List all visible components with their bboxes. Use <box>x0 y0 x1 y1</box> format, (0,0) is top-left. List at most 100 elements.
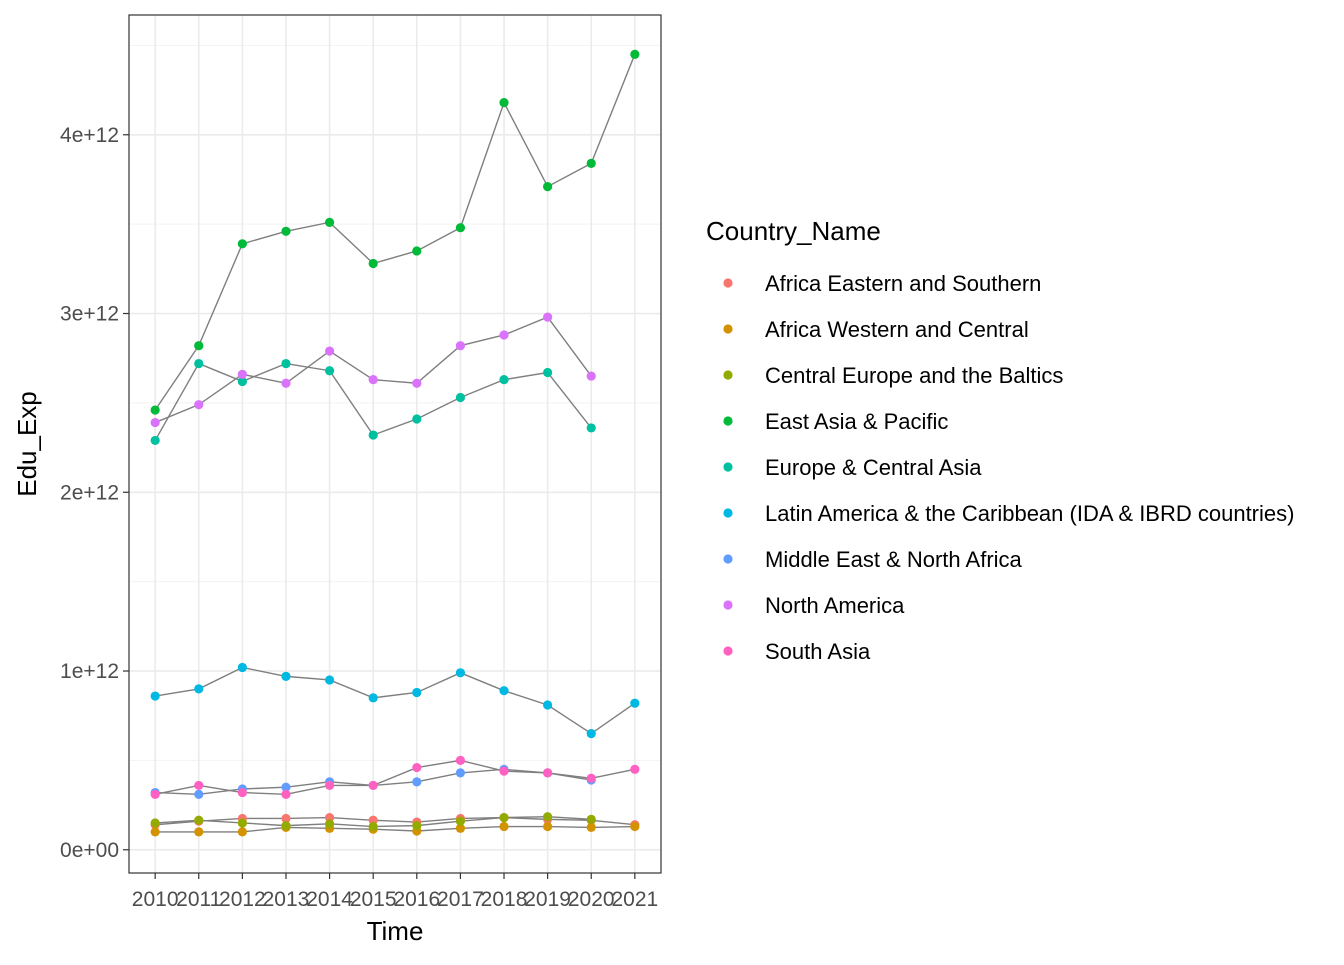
data-point <box>586 371 596 381</box>
data-point <box>368 821 378 832</box>
x-tick-label: 2017 <box>437 888 484 911</box>
data-point <box>150 827 160 837</box>
data-point <box>499 686 509 696</box>
legend-label: North America <box>765 593 905 618</box>
legend-marker <box>723 508 733 518</box>
y-tick-label: 0e+00 <box>60 839 119 862</box>
data-point <box>281 789 291 799</box>
legend-marker <box>723 600 733 610</box>
data-point <box>586 158 596 168</box>
data-point <box>455 768 466 778</box>
series-line <box>154 54 636 411</box>
y-axis-title: Edu_Exp <box>12 391 42 497</box>
data-point <box>237 662 247 673</box>
data-point <box>586 728 596 739</box>
data-point <box>150 435 160 446</box>
series-points <box>150 49 640 837</box>
data-point <box>412 246 422 256</box>
legend-marker <box>723 416 733 426</box>
data-point <box>150 691 160 701</box>
plot-panel <box>129 15 661 873</box>
x-tick-label: 2015 <box>350 888 397 911</box>
x-tick-label: 2020 <box>568 888 615 911</box>
data-point <box>455 816 466 826</box>
data-point <box>455 341 466 351</box>
data-point <box>281 821 291 831</box>
legend-title: Country_Name <box>706 216 881 246</box>
legend-label: Africa Western and Central <box>765 317 1029 342</box>
data-point <box>630 49 640 59</box>
x-tick-label: 2016 <box>393 888 440 911</box>
data-point <box>324 217 335 227</box>
y-tick-label: 1e+12 <box>60 660 119 683</box>
data-point <box>194 341 204 351</box>
legend-label: Middle East & North Africa <box>765 547 1023 572</box>
data-point <box>586 814 596 824</box>
data-point <box>237 787 247 798</box>
series-line <box>155 666 636 735</box>
series-line <box>155 825 635 833</box>
data-point <box>412 378 422 388</box>
data-point <box>543 367 553 378</box>
data-point <box>281 226 291 236</box>
data-point <box>586 773 596 783</box>
data-point <box>237 376 247 387</box>
panel-border <box>128 14 662 874</box>
legend-marker <box>723 370 733 380</box>
data-point <box>237 369 247 379</box>
data-point <box>237 239 247 249</box>
legend-marker <box>723 324 733 334</box>
data-point <box>324 819 335 829</box>
data-point <box>281 813 291 824</box>
legend-label: East Asia & Pacific <box>765 409 948 434</box>
x-tick-label: 2010 <box>132 888 179 911</box>
data-point <box>324 346 335 356</box>
data-point <box>412 414 422 424</box>
series-line <box>155 759 635 796</box>
axes: 0e+001e+122e+123e+124e+12201020112012201… <box>60 124 658 911</box>
data-point <box>412 821 422 831</box>
data-point <box>281 358 291 369</box>
data-point <box>194 358 204 369</box>
legend-marker <box>723 462 733 472</box>
data-point <box>150 818 160 828</box>
data-point <box>194 827 204 837</box>
data-point <box>499 812 509 823</box>
data-point <box>586 423 596 433</box>
series-line <box>155 816 635 826</box>
data-point <box>499 330 509 340</box>
data-point <box>543 182 553 192</box>
legend-marker <box>723 278 733 288</box>
x-tick-label: 2021 <box>611 888 658 911</box>
data-point <box>150 405 160 415</box>
data-point <box>412 777 422 787</box>
data-point <box>150 789 160 799</box>
legend-label: Africa Eastern and Southern <box>765 271 1041 296</box>
data-point <box>499 375 509 385</box>
x-tick-label: 2013 <box>263 888 310 911</box>
data-point <box>324 675 335 685</box>
data-point <box>194 789 204 799</box>
data-point <box>543 700 553 710</box>
data-point <box>324 366 335 376</box>
x-tick-label: 2012 <box>219 888 266 911</box>
x-tick-label: 2011 <box>176 888 221 911</box>
data-point <box>455 668 466 678</box>
y-tick-label: 4e+12 <box>60 124 119 147</box>
data-point <box>543 768 553 778</box>
legend-label: Europe & Central Asia <box>765 455 982 480</box>
data-point <box>455 755 466 765</box>
data-point <box>194 400 204 410</box>
data-point <box>194 780 204 791</box>
data-point <box>368 375 378 385</box>
y-tick-label: 3e+12 <box>60 303 119 326</box>
data-point <box>281 782 291 792</box>
legend: Country_Name Africa Eastern and Southern… <box>706 216 1294 664</box>
data-point <box>150 417 160 428</box>
data-point <box>281 378 291 388</box>
panel-frame <box>128 14 662 874</box>
data-point <box>368 780 378 791</box>
legend-label: South Asia <box>765 639 871 664</box>
